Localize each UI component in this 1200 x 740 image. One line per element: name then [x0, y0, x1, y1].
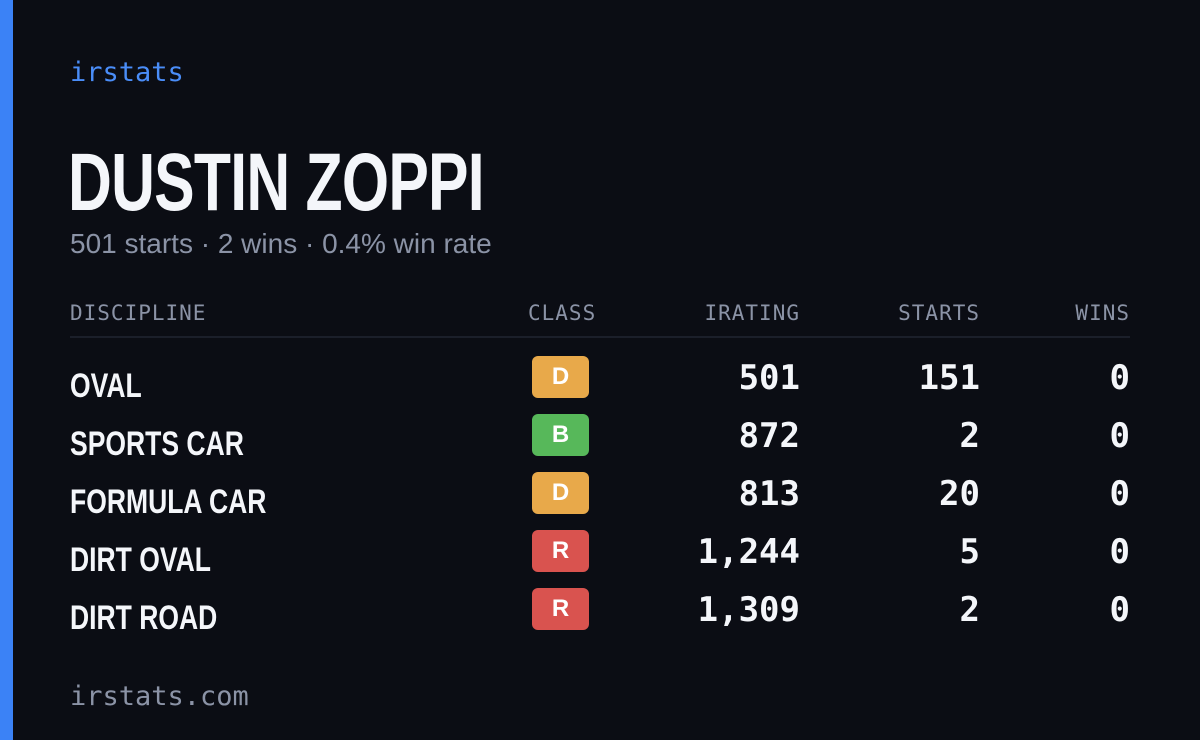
discipline-name: OVAL: [70, 367, 142, 405]
header-starts: STARTS: [898, 301, 980, 325]
wins-value: 0: [1109, 590, 1130, 630]
accent-bar: [0, 0, 13, 740]
wins-value: 0: [1109, 474, 1130, 514]
starts-value: 5: [959, 532, 980, 572]
table-row: OVAL D 501 151 0: [70, 354, 1130, 412]
irating-value: 1,309: [697, 590, 800, 630]
starts-value: 151: [918, 358, 980, 398]
irating-value: 872: [738, 416, 800, 456]
class-badge: D: [532, 356, 589, 398]
irating-value: 813: [738, 474, 800, 514]
starts-value: 2: [959, 416, 980, 456]
table-row: SPORTS CAR B 872 2 0: [70, 412, 1130, 470]
brand-logo-text: irstats: [70, 57, 184, 88]
footer-url: irstats.com: [70, 681, 249, 712]
table-row: DIRT OVAL R 1,244 5 0: [70, 528, 1130, 586]
discipline-name: DIRT OVAL: [70, 541, 211, 579]
table-header: DISCIPLINE CLASS IRATING STARTS WINS: [70, 296, 1130, 338]
class-badge: D: [532, 472, 589, 514]
wins-value: 0: [1109, 358, 1130, 398]
irating-value: 1,244: [697, 532, 800, 572]
wins-value: 0: [1109, 416, 1130, 456]
table-row: FORMULA CAR D 813 20 0: [70, 470, 1130, 528]
header-discipline: DISCIPLINE: [70, 301, 207, 325]
discipline-name: FORMULA CAR: [70, 483, 267, 521]
discipline-name: DIRT ROAD: [70, 599, 218, 637]
driver-name: DUSTIN ZOPPI: [68, 137, 485, 228]
discipline-table: DISCIPLINE CLASS IRATING STARTS WINS OVA…: [70, 296, 1130, 644]
header-class: CLASS: [528, 301, 597, 325]
header-wins: WINS: [1075, 301, 1130, 325]
header-irating: IRATING: [704, 301, 800, 325]
discipline-name: SPORTS CAR: [70, 425, 244, 463]
table-body: OVAL D 501 151 0 SPORTS CAR B 872 2 0 FO…: [70, 338, 1130, 644]
table-row: DIRT ROAD R 1,309 2 0: [70, 586, 1130, 644]
starts-value: 2: [959, 590, 980, 630]
class-badge: B: [532, 414, 589, 456]
irating-value: 501: [738, 358, 800, 398]
class-badge: R: [532, 530, 589, 572]
starts-value: 20: [939, 474, 980, 514]
driver-summary: 501 starts · 2 wins · 0.4% win rate: [70, 228, 492, 259]
wins-value: 0: [1109, 532, 1130, 572]
class-badge: R: [532, 588, 589, 630]
